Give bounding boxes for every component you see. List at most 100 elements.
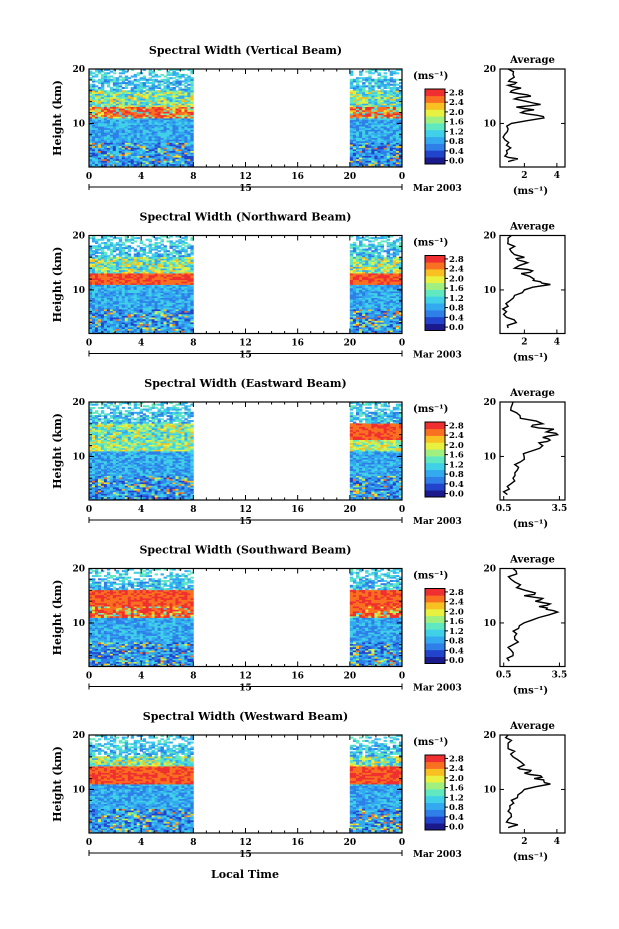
heatmap-cell [190,111,194,114]
heatmap-cell [100,113,105,116]
heatmap-cell [89,126,93,129]
heatmap-cell [386,139,391,142]
heatmap-cell [148,88,152,91]
heatmap-cell [148,140,152,143]
heatmap-cell [181,104,185,107]
heatmap-cell [118,109,123,112]
heatmap-cell [151,113,155,116]
heatmap-cell [398,145,403,148]
heatmap-cell [145,132,150,135]
heatmap-cell [127,106,132,109]
heatmap-cell [118,101,123,104]
heatmap-cell [106,82,111,85]
heatmap-cell [184,121,188,124]
heatmap-cell [145,114,150,117]
heatmap-cell [374,132,378,135]
heatmap-cell [359,165,363,168]
heatmap-cell [97,100,102,103]
heatmap-cell [115,78,120,81]
heatmap-cell [365,160,369,163]
heatmap-cell [374,152,378,155]
heatmap-cell [133,119,138,122]
heatmap-cell [184,163,188,166]
heatmap-cell [383,150,388,153]
heatmap-cell [112,78,117,81]
heatmap-cell [97,163,102,166]
heatmap-cell [130,109,135,112]
heatmap-cell [178,109,182,112]
heatmap-cell [166,157,170,160]
heatmap-cell [190,118,194,121]
heatmap-cell [106,78,111,81]
heatmap-cell [130,126,135,129]
heatmap-cell [163,131,167,134]
heatmap-cell [160,114,164,117]
heatmap-cell [100,95,105,98]
heatmap-cell [184,245,188,248]
heatmap-cell [97,98,102,101]
heatmap-cell [112,103,117,106]
heatmap-cell [127,82,132,85]
heatmap-cell [121,246,126,249]
heatmap-cell [118,127,123,130]
heatmap-cell [91,165,96,168]
heatmap-cell [130,83,135,86]
heatmap-cell [97,114,102,117]
heatmap-cell [89,131,93,134]
heatmap-cell [380,155,384,158]
heatmap-cell [106,140,111,143]
heatmap-cell [157,85,161,88]
heatmap-cell [100,242,105,245]
heatmap-cell [106,155,111,158]
heatmap-cell [172,162,176,165]
heatmap-cell [151,140,155,143]
heatmap-cell [362,134,366,137]
heatmap-cell [103,82,108,85]
heatmap-cell [91,129,96,132]
heatmap-cell [371,152,375,155]
heatmap-cell [157,142,161,145]
heatmap-cell [112,149,117,152]
heatmap-cell [169,163,173,166]
heatmap-cell [103,75,108,78]
heatmap-cell [190,88,194,91]
heatmap-cell [389,150,394,153]
heatmap-cell [178,162,182,165]
heatmap-cell [166,124,170,127]
heatmap-cell [136,132,141,135]
heatmap-cell [124,155,129,158]
heatmap-cell [115,96,120,99]
heatmap-cell [139,240,144,243]
heatmap-cell [154,96,158,99]
heatmap-cell [109,70,114,73]
heatmap-cell [148,111,152,114]
heatmap-cell [136,78,141,81]
heatmap-cell [89,98,93,101]
heatmap-cell [166,127,170,130]
heatmap-cell [160,80,164,83]
heatmap-cell [148,86,152,89]
heatmap-cell [106,124,111,127]
heatmap-cell [97,82,102,85]
heatmap-cell [145,245,150,248]
heatmap-cell [386,131,391,134]
heatmap-cell [89,83,93,86]
heatmap-cell [371,78,375,81]
heatmap-cell [169,98,173,101]
heatmap-cell [97,91,102,94]
heatmap-cell [172,119,176,122]
heatmap-cell [124,162,129,165]
heatmap-cell [172,137,176,140]
heatmap-cell [178,140,182,143]
heatmap-cell [91,256,96,259]
heatmap-cell [106,162,111,165]
heatmap-cell [136,127,141,130]
heatmap-cell [190,157,194,160]
heatmap-cell [169,155,173,158]
heatmap-cell [133,248,138,251]
heatmap-cell [151,111,155,114]
heatmap-cell [94,160,99,163]
heatmap-cell [97,162,102,165]
heatmap-cell [139,90,144,93]
heatmap-cell [157,139,161,142]
